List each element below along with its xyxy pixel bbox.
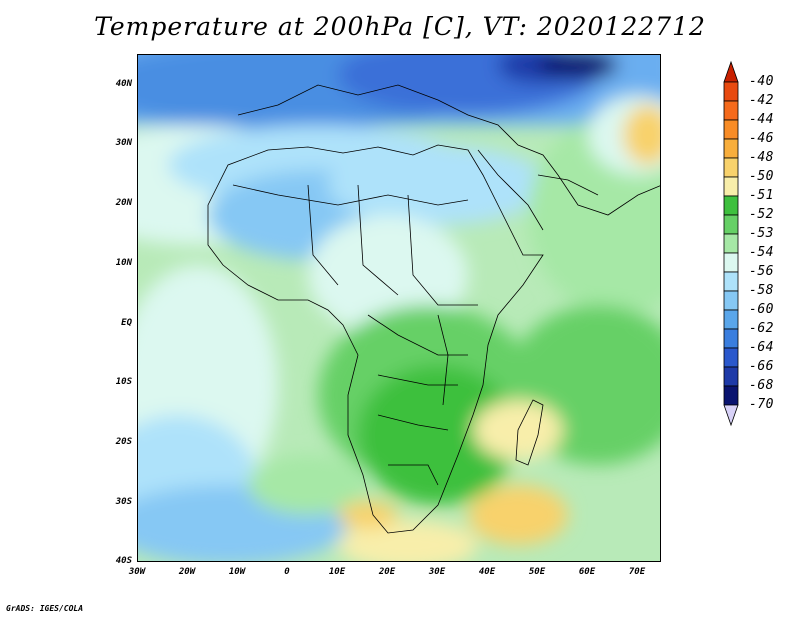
- colorbar-segment: [723, 214, 739, 235]
- colorbar-label: -66: [749, 359, 774, 374]
- colorbar-label: -42: [749, 93, 774, 108]
- lon-label-20w: 20W: [178, 567, 196, 577]
- colorbar-label: -64: [749, 340, 774, 355]
- lon-label-10e: 10E: [328, 567, 346, 577]
- colorbar: [723, 60, 739, 427]
- lon-label-40e: 40E: [478, 567, 496, 577]
- lat-label-40s: 40S: [115, 556, 132, 566]
- colorbar-segment: [723, 119, 739, 140]
- temperature-map: [137, 54, 661, 562]
- footer-credit: GrADS: IGES/COLA: [6, 604, 84, 613]
- colorbar-label: -62: [749, 321, 774, 336]
- colorbar-label: -50: [749, 169, 774, 184]
- colorbar-segment: [723, 138, 739, 159]
- colorbar-segment: [723, 157, 739, 178]
- colorbar-label: -48: [749, 150, 774, 165]
- temperature-field: [138, 55, 660, 561]
- lat-label-20s: 20S: [115, 437, 132, 447]
- colorbar-label: -60: [749, 302, 774, 317]
- colorbar-segment: [723, 176, 739, 197]
- lat-label-30s: 30S: [115, 497, 132, 507]
- colorbar-segment: [723, 81, 739, 102]
- lat-label-30n: 30N: [115, 138, 132, 148]
- lon-label-0: 0: [284, 567, 290, 577]
- colorbar-label: -52: [749, 207, 774, 222]
- lat-label-40n: 40N: [115, 79, 132, 89]
- colorbar-segment: [723, 328, 739, 349]
- lat-label-eq: EQ: [121, 318, 132, 328]
- lon-label-60e: 60E: [578, 567, 596, 577]
- map-title: Temperature at 200hPa [C], VT: 202012271…: [94, 12, 706, 41]
- colorbar-label: -58: [749, 283, 774, 298]
- colorbar-segment: [723, 100, 739, 121]
- colorbar-label: -70: [749, 397, 774, 412]
- lon-label-50e: 50E: [528, 567, 546, 577]
- colorbar-label: -53: [749, 226, 774, 241]
- lon-label-10w: 10W: [228, 567, 246, 577]
- colorbar-segment: [723, 195, 739, 216]
- colorbar-segment: [723, 271, 739, 292]
- colorbar-segment: [723, 252, 739, 273]
- colorbar-label: -44: [749, 112, 774, 127]
- colorbar-label: -46: [749, 131, 774, 146]
- lon-label-30w: 30W: [128, 567, 146, 577]
- lon-label-70e: 70E: [628, 567, 646, 577]
- colorbar-label: -68: [749, 378, 774, 393]
- coastlines: [207, 84, 660, 534]
- colorbar-segment: [723, 347, 739, 368]
- colorbar-segment: [723, 366, 739, 387]
- colorbar-segment: [723, 290, 739, 311]
- colorbar-label: -51: [749, 188, 774, 203]
- colorbar-bottom-arrow: [723, 404, 739, 427]
- lat-label-10n: 10N: [115, 258, 132, 268]
- lon-label-30e: 30E: [428, 567, 446, 577]
- colorbar-label: -56: [749, 264, 774, 279]
- colorbar-label: -54: [749, 245, 774, 260]
- colorbar-segment: [723, 385, 739, 406]
- colorbar-label: -40: [749, 74, 774, 89]
- colorbar-segment: [723, 309, 739, 330]
- lat-label-10s: 10S: [115, 377, 132, 387]
- field-contours: [138, 55, 660, 561]
- lat-label-20n: 20N: [115, 198, 132, 208]
- lon-label-20e: 20E: [378, 567, 396, 577]
- colorbar-top-arrow: [723, 60, 739, 83]
- colorbar-segment: [723, 233, 739, 254]
